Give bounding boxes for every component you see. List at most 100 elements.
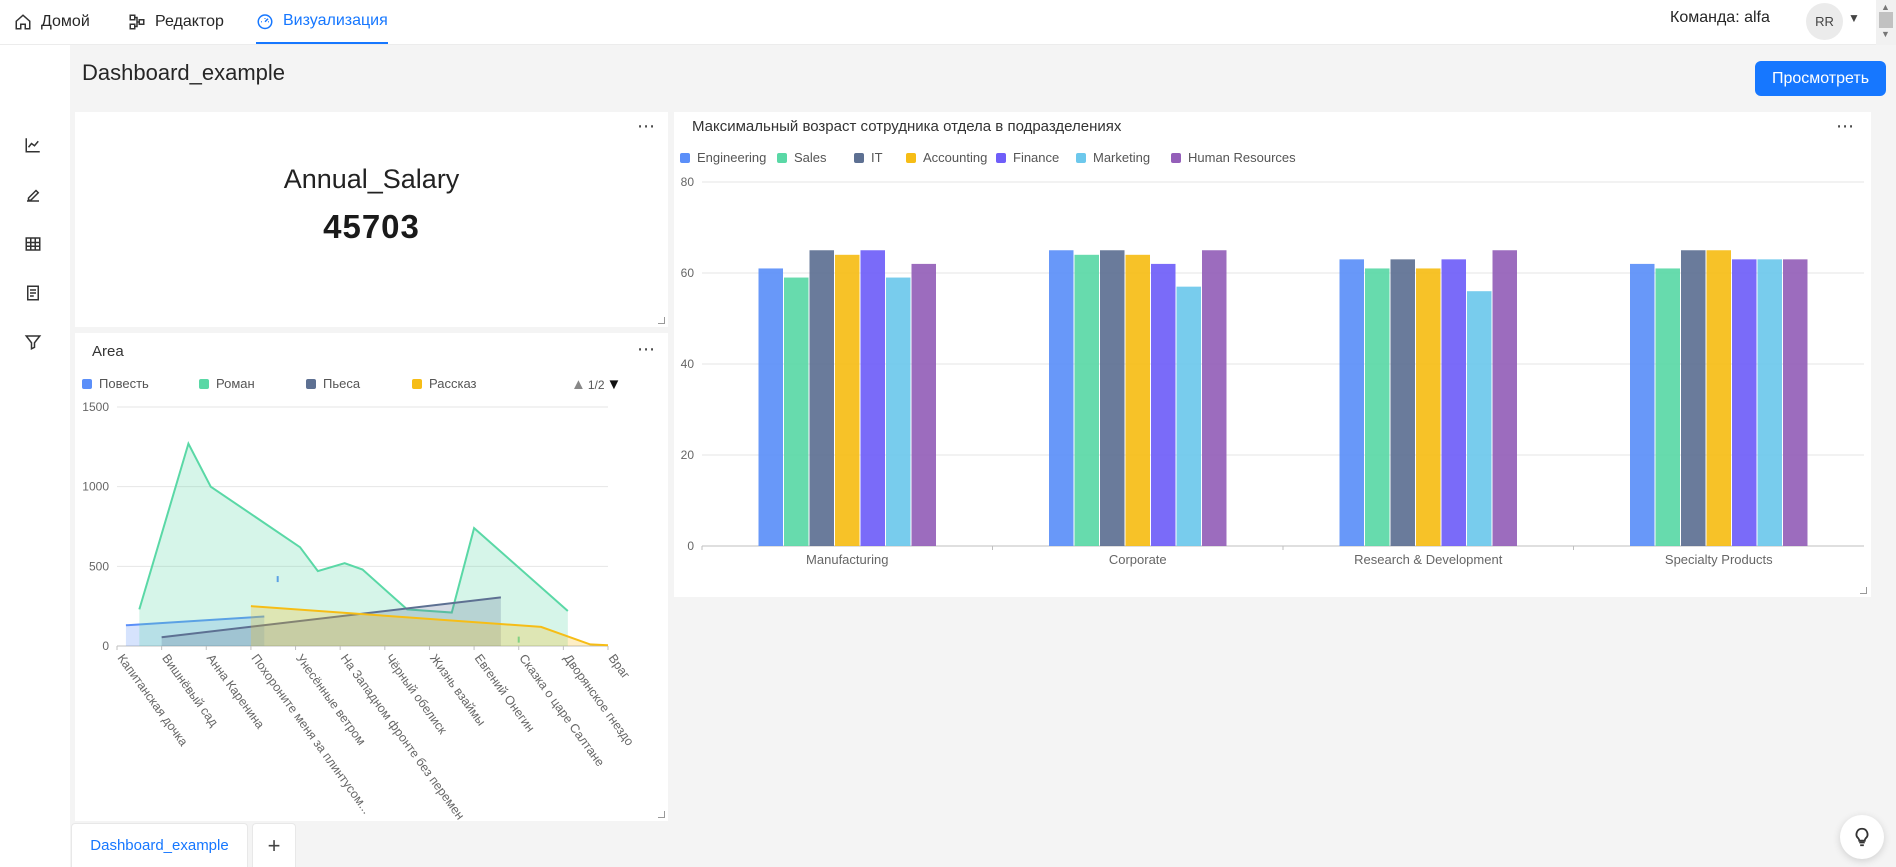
bar <box>1049 250 1074 546</box>
editor-icon <box>129 14 145 30</box>
legend-swatch <box>82 378 92 389</box>
x-tick-label: Manufacturing <box>806 552 888 567</box>
legend-item-roman[interactable]: Роман <box>199 376 255 391</box>
add-tab-button[interactable]: + <box>252 823 296 867</box>
bar <box>1630 263 1655 546</box>
y-tick-label: 60 <box>681 266 695 280</box>
resize-handle[interactable] <box>658 811 665 818</box>
bar <box>1202 250 1227 546</box>
legend-label: IT <box>871 150 883 165</box>
legend-item-povest[interactable]: Повесть <box>82 376 149 391</box>
view-button[interactable]: Просмотреть <box>1755 61 1886 96</box>
legend-swatch <box>1076 152 1086 163</box>
bar <box>1706 250 1731 546</box>
bar <box>1100 250 1125 546</box>
series-line <box>250 605 609 647</box>
legend-label: Рассказ <box>429 376 477 391</box>
bar <box>784 277 809 546</box>
scrollbar[interactable]: ▲ ▼ <box>1876 0 1896 45</box>
legend-item-rasskaz[interactable]: Рассказ <box>412 376 477 391</box>
legend-item[interactable]: Finance <box>996 150 1059 165</box>
y-tick-label: 500 <box>89 559 109 573</box>
bar <box>860 250 885 546</box>
y-tick-label: 80 <box>681 175 695 189</box>
y-tick-label: 40 <box>681 357 695 371</box>
legend-swatch <box>906 152 916 163</box>
bar <box>1783 259 1808 546</box>
more-options-icon[interactable]: ⋯ <box>637 339 656 359</box>
series-line <box>161 596 501 639</box>
nav-editor-label: Редактор <box>155 13 224 30</box>
bar <box>911 263 936 546</box>
nav-editor[interactable]: Редактор <box>128 0 224 44</box>
legend-item[interactable]: Engineering <box>680 150 766 165</box>
nav-home-label: Домой <box>41 13 90 30</box>
legend-swatch <box>996 152 1006 163</box>
legend-label: Engineering <box>697 150 767 165</box>
legend-label: Finance <box>1013 150 1060 165</box>
tab-dashboard-example[interactable]: Dashboard_example <box>71 823 248 867</box>
chevron-down-icon[interactable]: ▼ <box>1848 11 1860 25</box>
legend-item[interactable]: Accounting <box>906 150 987 165</box>
edit-icon[interactable] <box>24 186 42 204</box>
resize-handle[interactable] <box>1860 587 1867 594</box>
bar <box>1176 286 1201 546</box>
bar <box>1467 291 1492 546</box>
more-options-icon[interactable]: ⋯ <box>1836 116 1855 136</box>
page-title: Dashboard_example <box>82 60 286 85</box>
y-tick-label: 20 <box>681 448 695 462</box>
series-line <box>125 615 265 627</box>
bar-chart-title: Максимальный возраст сотрудника отдела в… <box>692 118 1122 135</box>
legend-swatch <box>306 378 316 389</box>
x-tick-label: Research & Development <box>1354 552 1503 567</box>
lightbulb-icon <box>1855 827 1869 847</box>
bar <box>1492 250 1517 546</box>
bar-chart-panel: Максимальный возраст сотрудника отдела в… <box>674 112 1871 597</box>
bar <box>1757 259 1782 546</box>
line-chart-icon[interactable] <box>24 136 42 154</box>
area-fill <box>139 443 568 646</box>
bar <box>886 277 911 546</box>
filter-icon[interactable] <box>24 333 42 351</box>
nav-visualization-label: Визуализация <box>283 12 388 29</box>
bar <box>1365 268 1390 546</box>
avatar[interactable]: RR <box>1806 3 1843 40</box>
resize-handle[interactable] <box>658 317 665 324</box>
legend-item[interactable]: Marketing <box>1076 150 1150 165</box>
data-point <box>276 576 279 583</box>
legend-item[interactable]: Human Resources <box>1171 150 1296 165</box>
y-tick-label: 1500 <box>82 400 109 414</box>
report-icon[interactable] <box>24 284 42 302</box>
legend-label: Human Resources <box>1188 150 1296 165</box>
table-icon[interactable] <box>24 235 42 253</box>
legend-item-pyesa[interactable]: Пьеса <box>306 376 360 391</box>
dashboard-icon <box>257 14 273 30</box>
series-line <box>138 440 569 614</box>
scrollbar-thumb[interactable] <box>1879 12 1893 28</box>
bar <box>809 250 834 546</box>
scroll-down-icon[interactable]: ▼ <box>1881 29 1890 39</box>
top-navigation: Домой Редактор Визуализация Команда: alf… <box>0 0 1876 45</box>
pager-prev-icon[interactable]: ▲ <box>571 376 586 393</box>
pager-next-icon[interactable]: ▼ <box>606 376 622 393</box>
x-tick-label: Specialty Products <box>1665 552 1773 567</box>
data-point <box>517 636 520 643</box>
y-tick-label: 0 <box>102 639 109 653</box>
left-toolbar <box>0 45 70 867</box>
more-options-icon[interactable]: ⋯ <box>637 116 656 136</box>
team-label[interactable]: Команда: alfa <box>1670 9 1770 26</box>
legend-item[interactable]: Sales <box>777 150 827 165</box>
bar <box>1441 259 1466 546</box>
nav-visualization[interactable]: Визуализация <box>256 0 388 44</box>
home-icon <box>15 14 31 30</box>
kpi-panel: ⋯ Annual_Salary 45703 <box>75 112 668 327</box>
bar <box>1416 268 1441 546</box>
legend-swatch <box>777 152 787 163</box>
legend-item[interactable]: IT <box>854 150 883 165</box>
help-button[interactable] <box>1840 815 1884 859</box>
scroll-up-icon[interactable]: ▲ <box>1881 2 1890 12</box>
legend-label: Пьеса <box>323 376 361 391</box>
nav-home[interactable]: Домой <box>14 0 90 44</box>
area-fill <box>161 597 501 646</box>
